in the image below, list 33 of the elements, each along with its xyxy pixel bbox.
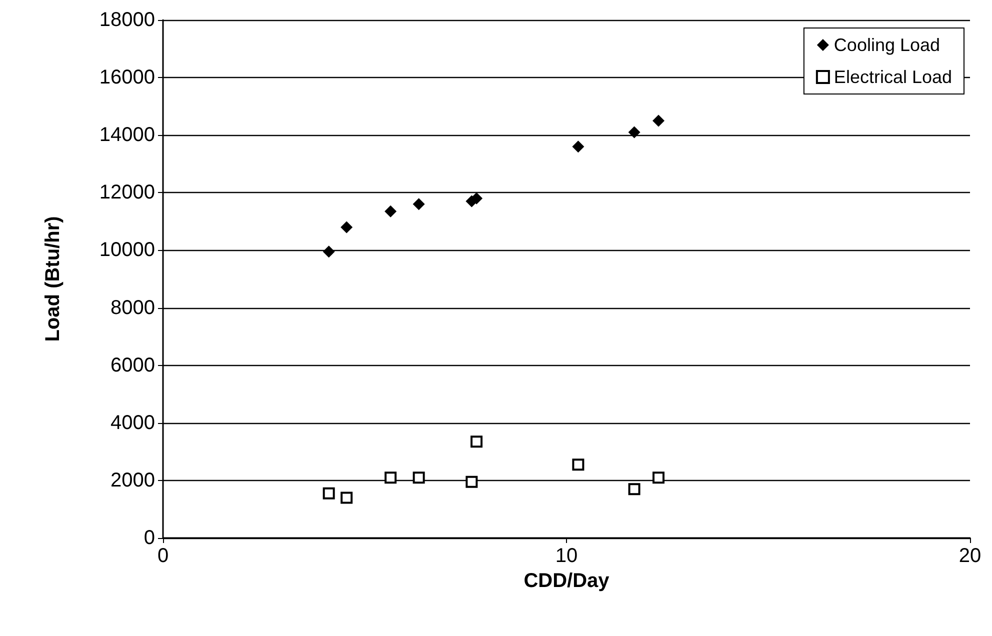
legend-label: Electrical Load xyxy=(834,67,952,87)
y-tick-label: 2000 xyxy=(110,469,155,492)
point xyxy=(340,492,353,504)
point xyxy=(628,483,640,496)
point xyxy=(322,246,335,258)
y-tick-label: 6000 xyxy=(110,354,155,376)
x-axis-title: CDD/Day xyxy=(524,570,610,592)
point xyxy=(340,221,353,234)
y-tick-label: 10000 xyxy=(99,239,155,262)
y-tick-label: 16000 xyxy=(99,66,155,89)
y-tick-label: 14000 xyxy=(99,124,155,146)
x-tick-label: 0 xyxy=(157,545,169,567)
y-tick-label: 0 xyxy=(144,527,155,549)
point xyxy=(652,472,664,484)
y-axis-title: Load (Btu/hr) xyxy=(42,216,64,342)
point xyxy=(652,114,664,127)
point xyxy=(384,472,397,484)
x-tick-label: 20 xyxy=(958,545,982,567)
point xyxy=(412,198,425,210)
x-tick-label: 10 xyxy=(555,545,578,567)
point xyxy=(466,476,478,488)
y-tick-label: 4000 xyxy=(110,412,155,434)
legend-label: Cooling Load xyxy=(834,35,940,55)
y-tick-label: 18000 xyxy=(99,9,155,31)
point xyxy=(628,126,640,138)
y-tick-label: 12000 xyxy=(99,182,155,204)
point xyxy=(572,458,584,471)
point xyxy=(412,472,425,484)
point xyxy=(322,487,335,500)
point xyxy=(384,205,397,218)
point xyxy=(470,436,483,448)
point xyxy=(572,140,584,153)
y-tick-label: 8000 xyxy=(110,296,155,319)
